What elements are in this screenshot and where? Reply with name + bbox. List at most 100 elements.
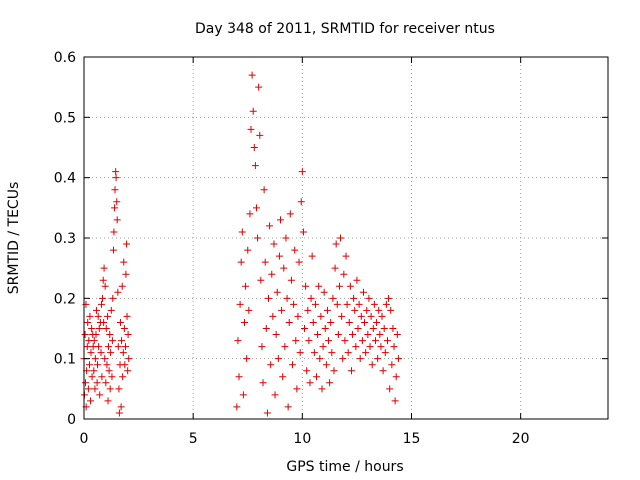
data-point (269, 312, 277, 320)
data-point (362, 349, 370, 357)
data-point (102, 325, 110, 332)
data-point (394, 355, 402, 363)
data-point (380, 325, 388, 332)
data-point (309, 318, 317, 326)
data-point (115, 385, 123, 393)
data-point (93, 379, 101, 387)
data-point (371, 337, 379, 345)
data-point (238, 228, 246, 236)
data-point (344, 349, 352, 357)
data-point (104, 312, 112, 320)
data-point (343, 300, 351, 308)
data-point (234, 337, 242, 345)
data-point (318, 385, 326, 393)
data-point (262, 325, 270, 332)
data-point (240, 318, 248, 326)
data-point (308, 252, 316, 260)
data-point (322, 361, 330, 369)
data-point (113, 198, 121, 206)
data-point (124, 331, 132, 339)
data-point (114, 288, 122, 296)
data-point (356, 355, 364, 363)
x-tick-label: 5 (189, 431, 198, 447)
data-point (118, 282, 126, 290)
data-point (95, 325, 103, 332)
data-point (254, 234, 262, 242)
data-point (257, 276, 265, 284)
data-point (376, 331, 384, 339)
data-point (392, 373, 400, 381)
data-point (287, 276, 295, 284)
data-point (94, 361, 102, 369)
data-point (278, 306, 286, 314)
data-point (286, 210, 294, 218)
data-point (364, 331, 372, 339)
data-point (321, 325, 329, 332)
data-point (388, 361, 396, 369)
data-point (378, 312, 386, 320)
data-point (359, 288, 367, 296)
data-point (120, 325, 128, 332)
data-point (252, 204, 260, 212)
data-point (297, 198, 305, 206)
data-point (345, 318, 353, 326)
data-point (389, 325, 397, 332)
data-point (244, 246, 252, 254)
data-point (366, 343, 374, 351)
data-point (95, 343, 103, 351)
data-point (247, 125, 255, 133)
data-point (107, 306, 115, 314)
data-point (328, 349, 336, 357)
data-point (296, 349, 304, 357)
data-point (365, 294, 373, 302)
data-point (109, 246, 117, 254)
y-tick-label: 0.3 (54, 231, 76, 247)
data-point (98, 373, 106, 381)
x-tick-label: 0 (80, 431, 89, 447)
data-point (102, 379, 110, 387)
data-point (243, 355, 251, 363)
data-point (293, 385, 301, 393)
data-point (332, 240, 340, 248)
data-point (277, 216, 284, 224)
data-point (353, 276, 361, 284)
data-point (323, 306, 331, 314)
data-point (233, 403, 241, 411)
data-point (377, 343, 385, 351)
data-point (83, 343, 91, 351)
data-point (306, 379, 314, 387)
data-point (92, 306, 100, 314)
data-point (101, 355, 109, 363)
data-point (350, 294, 358, 302)
data-point (369, 325, 377, 332)
data-point (235, 373, 243, 381)
data-point (239, 391, 247, 399)
x-axis-label: GPS time / hours (286, 459, 403, 475)
data-point (260, 186, 268, 194)
data-point (291, 246, 299, 254)
data-point (270, 240, 278, 248)
data-point (379, 367, 387, 375)
data-point (266, 222, 274, 230)
data-point (375, 306, 383, 314)
data-point (294, 312, 302, 320)
data-point (99, 294, 107, 302)
y-tick-label: 0.6 (54, 50, 76, 66)
data-point (373, 318, 381, 326)
data-point (120, 258, 128, 266)
data-point (335, 282, 343, 290)
data-point (327, 318, 335, 326)
data-point (281, 343, 289, 351)
data-point (303, 367, 311, 375)
data-point (284, 403, 292, 411)
data-point (299, 228, 307, 236)
data-point (125, 355, 133, 363)
data-point (349, 331, 357, 339)
data-point (326, 379, 334, 387)
y-tick-label: 0.5 (54, 110, 76, 126)
data-point (347, 367, 355, 375)
data-point (105, 367, 113, 375)
data-point (121, 343, 129, 351)
data-point (381, 349, 389, 357)
